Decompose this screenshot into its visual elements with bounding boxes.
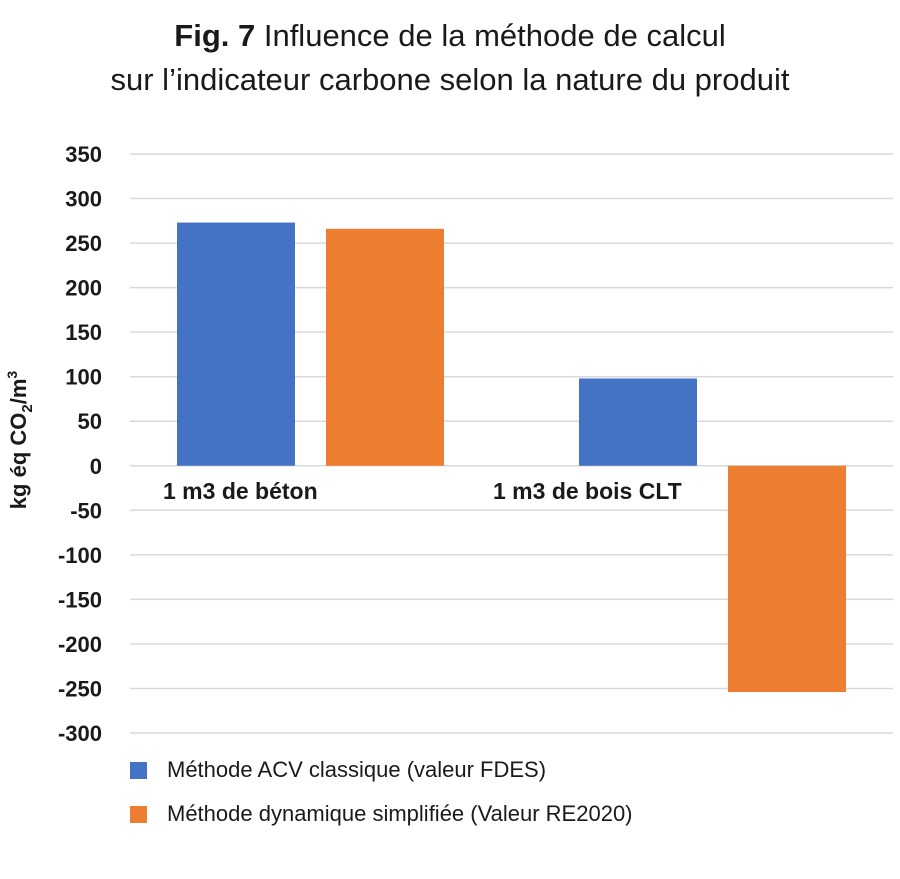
y-tick-label: 200 xyxy=(65,276,102,301)
legend-swatch-dynamique xyxy=(130,805,147,823)
y-tick-label: 150 xyxy=(65,320,102,345)
y-tick-label: 50 xyxy=(78,409,102,434)
chart-title: Fig. 7 Influence de la méthode de calcul… xyxy=(0,14,900,102)
chart-title-line-1: Fig. 7 Influence de la méthode de calcul xyxy=(0,14,900,58)
y-tick-label: -50 xyxy=(70,498,102,523)
y-tick-label: -250 xyxy=(58,676,102,701)
y-tick-label: -300 xyxy=(58,721,102,746)
category-label: 1 m3 de bois CLT xyxy=(493,478,682,504)
legend-label-acv: Méthode ACV classique (valeur FDES) xyxy=(167,757,547,782)
chart-subtitle: sur l’indicateur carbone selon la nature… xyxy=(110,62,790,97)
bar-acv-0 xyxy=(177,222,295,466)
y-tick-label: 100 xyxy=(65,365,102,390)
legend-item-dynamique: Méthode dynamique simplifiée (Valeur RE2… xyxy=(130,792,633,836)
y-tick-label: -200 xyxy=(58,632,102,657)
category-label: 1 m3 de béton xyxy=(163,478,318,504)
bars xyxy=(177,222,846,693)
category-labels: 1 m3 de béton 1 m3 de bois CLT xyxy=(163,478,682,504)
figure-number: Fig. 7 xyxy=(174,18,256,53)
legend-label-dynamique: Méthode dynamique simplifiée (Valeur RE2… xyxy=(167,801,633,826)
chart-title-text: Influence de la méthode de calcul xyxy=(263,18,726,53)
y-tick-label: -100 xyxy=(58,543,102,568)
legend: Méthode ACV classique (valeur FDES) Méth… xyxy=(130,748,633,836)
y-tick-label: -150 xyxy=(58,587,102,612)
y-tick-label: 300 xyxy=(65,187,102,212)
bar-dynamique-1 xyxy=(728,465,846,693)
y-tick-label: 350 xyxy=(65,142,102,167)
bar-acv-1 xyxy=(579,378,697,466)
y-axis-label: kg éq CO2/m3 xyxy=(4,371,36,510)
y-axis-label-superscript: 3 xyxy=(4,371,20,379)
bar-dynamique-0 xyxy=(326,228,444,466)
y-axis-label-subscript: 2 xyxy=(19,404,36,412)
y-tick-label: 0 xyxy=(90,454,102,479)
legend-item-acv: Méthode ACV classique (valeur FDES) xyxy=(130,748,633,792)
legend-swatch-acv xyxy=(130,761,147,779)
y-axis-label-main: kg éq CO xyxy=(6,413,31,510)
y-axis-ticks: 350 300 250 200 150 100 50 0 -50 -100 -150 -200 -250… xyxy=(58,142,102,746)
y-tick-label: 250 xyxy=(65,231,102,256)
y-axis-label-unit: /m xyxy=(6,379,31,405)
